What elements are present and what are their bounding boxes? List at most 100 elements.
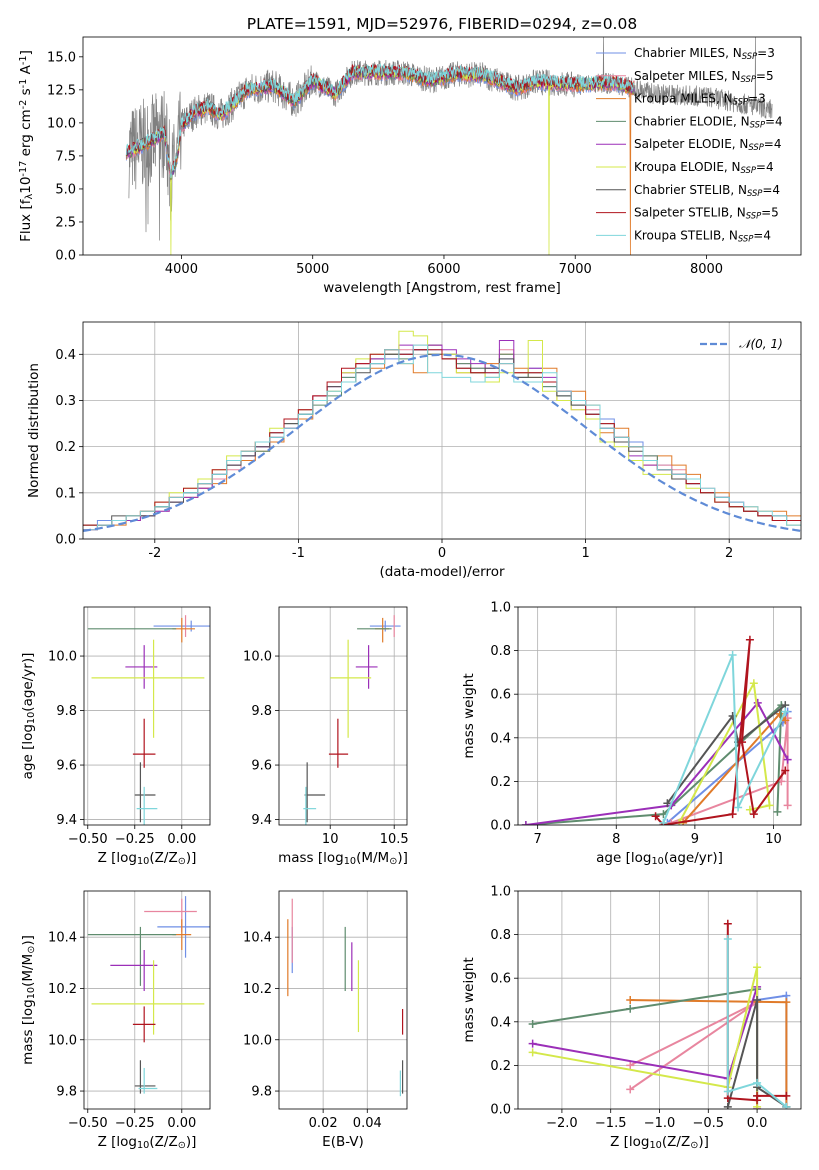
legend-label-chabrier-miles: Chabrier MILES, NSSP=3 bbox=[634, 46, 775, 61]
weight-marker bbox=[782, 1102, 791, 1109]
weight-marker bbox=[521, 821, 530, 825]
axes-frame bbox=[517, 606, 802, 826]
weight-marker bbox=[775, 709, 784, 718]
x-axis-label: E(B-V) bbox=[322, 1134, 364, 1150]
weight-marker bbox=[745, 635, 754, 644]
y-tick-label: 10.0 bbox=[48, 1033, 77, 1048]
x-tick-label: 1 bbox=[581, 546, 589, 561]
weight-marker bbox=[749, 679, 758, 688]
y-tick-label: 0.0 bbox=[490, 819, 511, 834]
weights-salpeter-elodie bbox=[528, 982, 762, 1109]
axes-frame bbox=[82, 321, 802, 540]
weight-marker bbox=[749, 810, 758, 819]
x-tick-label: 0 bbox=[438, 546, 446, 561]
y-tick-label: 0.4 bbox=[490, 1015, 511, 1030]
y-tick-label: 9.8 bbox=[56, 704, 77, 719]
y-tick-label: 12.5 bbox=[47, 83, 76, 98]
chart-age-vs-mass: 10 10.5 9.4 9.6 9.8 10.0 mass [log10(M/M⊙)] bbox=[243, 606, 409, 867]
y-tick-label: 0.0 bbox=[55, 249, 76, 264]
weights-kroupa-elodie bbox=[675, 679, 774, 825]
chart-mass-weight-vs-metallicity: −2.0 −1.5 −1.0 −0.5 0.0 0.0 0.2 0.4 0.6 0.8 1.0 Z [… bbox=[461, 885, 802, 1151]
y-tick-label: 0.1 bbox=[55, 486, 76, 501]
weight-marker bbox=[723, 934, 732, 943]
x-tick-label: 10 bbox=[322, 832, 339, 847]
y-axis-label: mass weight bbox=[461, 957, 477, 1042]
axes-frame bbox=[517, 890, 802, 1110]
figure-title: PLATE=1591, MJD=52976, FIBERID=0294, z=0… bbox=[247, 15, 637, 33]
weight-marker bbox=[738, 738, 747, 747]
weights-chabrier-miles bbox=[753, 991, 791, 1109]
weight-marker bbox=[753, 996, 762, 1004]
x-tick-label: −0.25 bbox=[115, 1116, 155, 1131]
x-tick-label: -1 bbox=[292, 546, 305, 561]
observed-spectrum-line bbox=[128, 37, 773, 241]
model-fit-line-kroupa-miles bbox=[125, 67, 635, 255]
plot-area bbox=[83, 330, 801, 532]
x-tick-label: 10 bbox=[765, 832, 782, 847]
plot-area bbox=[521, 635, 792, 825]
x-axis-label: mass [log10(M/M⊙)] bbox=[278, 850, 408, 867]
plot-area bbox=[125, 37, 773, 255]
errorbar-chabrier-miles bbox=[369, 620, 401, 632]
y-tick-label: 2.5 bbox=[55, 215, 76, 230]
weights-chabrier-miles bbox=[663, 707, 792, 825]
y-tick-label: 0.2 bbox=[490, 775, 511, 790]
chart-spectrum: 4000 5000 6000 7000 8000 0.0 2.5 5.0 7.5 10.0 12.5… bbox=[18, 36, 802, 296]
legend-label-salpeter-stelib: Salpeter STELIB, NSSP=5 bbox=[634, 206, 779, 221]
weight-marker bbox=[728, 650, 737, 659]
x-tick-label: 4000 bbox=[165, 262, 198, 277]
weights-kroupa-elodie bbox=[528, 963, 762, 1109]
errorbar-salpeter-elodie bbox=[110, 949, 158, 992]
errorbar-chabrier-stelib bbox=[304, 762, 326, 823]
legend-label-kroupa-elodie: Kroupa ELODIE, NSSP=4 bbox=[634, 160, 774, 175]
weight-marker bbox=[781, 766, 790, 775]
histogram-kroupa-stelib bbox=[83, 344, 801, 531]
y-tick-label: 10.0 bbox=[48, 650, 77, 665]
y-tick-label: 0.0 bbox=[490, 1103, 511, 1118]
x-tick-label: −1.0 bbox=[644, 1116, 676, 1131]
weights-salpeter-miles bbox=[626, 998, 762, 1094]
weight-marker bbox=[723, 1102, 732, 1109]
weight-marker bbox=[781, 716, 790, 725]
legend-label-salpeter-elodie: Salpeter ELODIE, NSSP=4 bbox=[634, 137, 782, 152]
chart-mass-vs-metallicity: −0.50 −0.25 0.00 9.8 10.0 10.2 10.4 Z [log10(Z/… bbox=[20, 890, 211, 1151]
x-axis-label: wavelength [Angstrom, rest frame] bbox=[323, 280, 561, 296]
weight-marker bbox=[773, 807, 782, 816]
x-tick-label: 8 bbox=[612, 832, 620, 847]
x-tick-label: −0.5 bbox=[693, 1116, 725, 1131]
plot-area bbox=[303, 615, 401, 825]
legend-label-salpeter-miles: Salpeter MILES, NSSP=5 bbox=[634, 69, 774, 84]
y-tick-label: 0.4 bbox=[55, 348, 76, 363]
y-tick-label: 1.0 bbox=[490, 601, 511, 616]
errorbar-kroupa-elodie bbox=[330, 639, 372, 738]
y-tick-label: 9.8 bbox=[251, 704, 272, 719]
x-tick-label: 0.02 bbox=[309, 1116, 338, 1131]
y-tick-label: 9.8 bbox=[251, 1085, 272, 1100]
weight-marker bbox=[781, 707, 790, 716]
chart-residual-distribution: -2 -1 0 1 2 0.0 0.1 0.2 0.3 0.4 (data-model)/error… bbox=[26, 321, 802, 580]
weight-marker bbox=[528, 1019, 537, 1028]
legend-label-chabrier-elodie: Chabrier ELODIE, NSSP=4 bbox=[634, 114, 783, 129]
axes-frame bbox=[83, 606, 211, 826]
weights-kroupa-stelib bbox=[659, 650, 790, 825]
x-tick-label: 2 bbox=[725, 546, 733, 561]
y-tick-label: 10.2 bbox=[243, 982, 272, 997]
x-tick-label: 0.0 bbox=[747, 1116, 768, 1131]
x-tick-label: −0.50 bbox=[68, 832, 108, 847]
y-tick-label: 9.8 bbox=[56, 1085, 77, 1100]
weight-marker bbox=[626, 1061, 635, 1070]
y-tick-label: 0.4 bbox=[490, 731, 511, 746]
weight-marker bbox=[723, 919, 732, 928]
plot-area bbox=[87, 896, 210, 1094]
y-tick-label: 10.2 bbox=[48, 982, 77, 997]
axes-frame bbox=[82, 36, 802, 256]
weight-marker bbox=[783, 801, 792, 810]
weight-marker bbox=[753, 698, 762, 707]
errorbar-chabrier-miles bbox=[157, 896, 210, 958]
y-tick-label: 0.3 bbox=[55, 394, 76, 409]
weight-marker bbox=[728, 810, 737, 819]
y-tick-label: 0.6 bbox=[490, 688, 511, 703]
axes-frame bbox=[278, 606, 408, 826]
x-axis-label: (data-model)/error bbox=[379, 564, 505, 580]
y-tick-label: 10.0 bbox=[47, 116, 76, 131]
